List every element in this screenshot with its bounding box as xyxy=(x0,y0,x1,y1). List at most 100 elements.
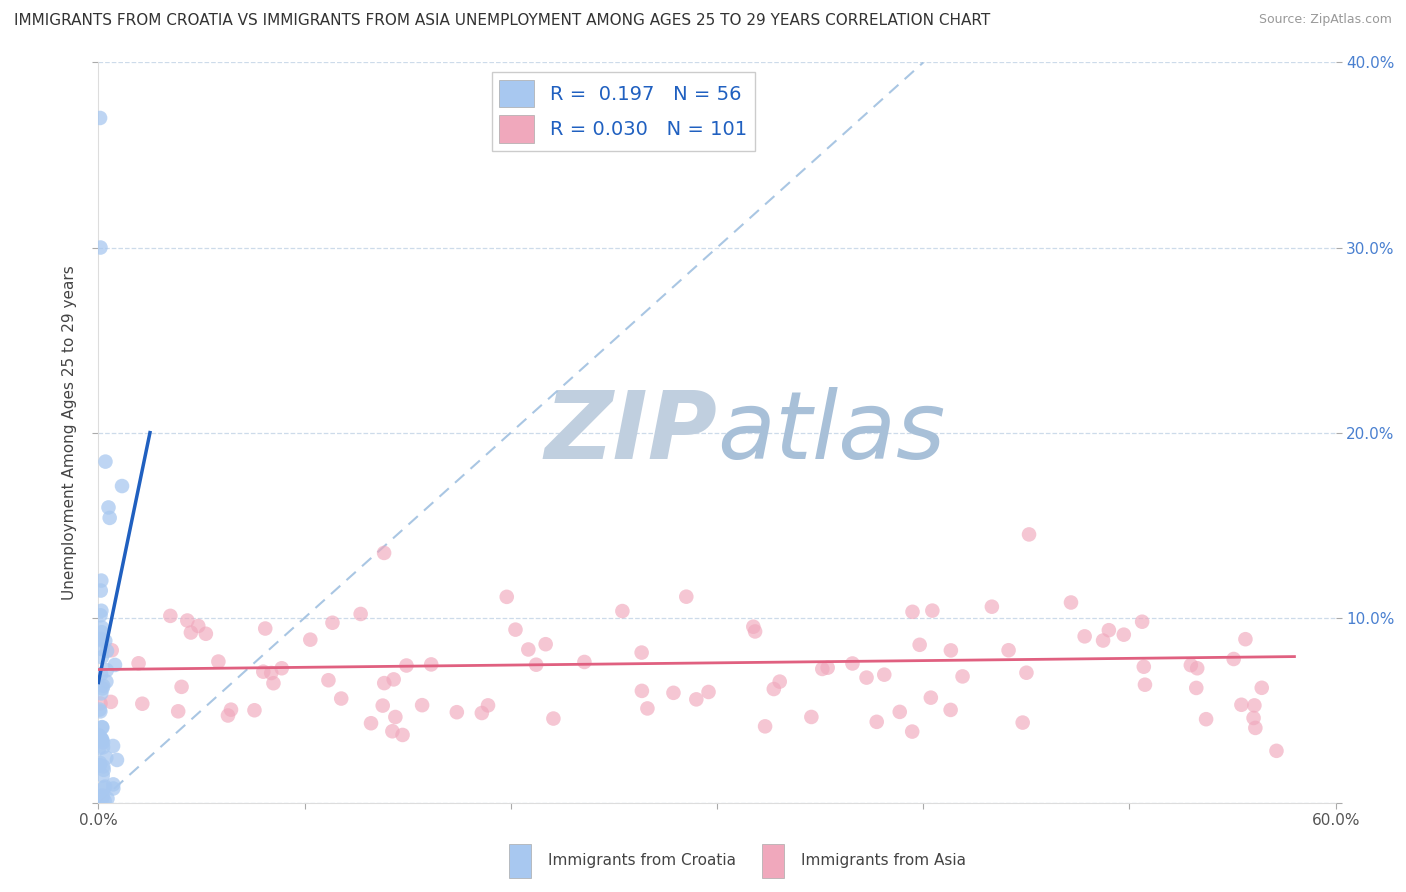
Point xyxy=(89,608,111,623)
Point xyxy=(111,479,134,493)
Text: IMMIGRANTS FROM CROATIA VS IMMIGRANTS FROM ASIA UNEMPLOYMENT AMONG AGES 25 TO 29: IMMIGRANTS FROM CROATIA VS IMMIGRANTS FR… xyxy=(14,13,990,29)
Point xyxy=(373,676,395,690)
Point xyxy=(908,638,931,652)
Point xyxy=(105,753,128,767)
Point xyxy=(873,667,896,681)
Point xyxy=(87,789,110,804)
Point xyxy=(100,643,122,657)
Point xyxy=(180,625,202,640)
Point xyxy=(89,705,111,719)
Point xyxy=(1230,698,1253,712)
Point xyxy=(89,240,111,255)
Point xyxy=(318,673,340,688)
Point xyxy=(1018,527,1040,541)
Point xyxy=(91,735,114,749)
Point xyxy=(742,620,765,634)
Point xyxy=(1011,715,1033,730)
Point xyxy=(87,731,110,745)
Point xyxy=(260,665,283,680)
Point xyxy=(87,728,110,742)
Point xyxy=(382,673,405,687)
Point xyxy=(128,657,150,671)
Point xyxy=(90,625,112,640)
Point xyxy=(841,657,863,671)
Point xyxy=(170,680,193,694)
Point xyxy=(187,619,209,633)
Point xyxy=(1073,629,1095,643)
Point xyxy=(91,740,114,755)
Text: Immigrants from Asia: Immigrants from Asia xyxy=(801,854,966,868)
Point xyxy=(1112,628,1135,642)
Point xyxy=(636,701,658,715)
Point xyxy=(252,665,274,679)
Point xyxy=(1243,711,1265,725)
Point xyxy=(89,756,111,770)
Point xyxy=(94,633,117,648)
Point xyxy=(94,455,117,469)
Point xyxy=(90,632,112,646)
Point xyxy=(1265,744,1288,758)
Point xyxy=(90,574,112,588)
Point xyxy=(89,741,111,756)
Point xyxy=(543,712,565,726)
Point xyxy=(675,590,697,604)
Text: Immigrants from Croatia: Immigrants from Croatia xyxy=(548,854,737,868)
Point xyxy=(91,789,114,803)
Point xyxy=(420,657,443,672)
Point xyxy=(90,650,112,665)
Point xyxy=(997,643,1019,657)
Point xyxy=(1133,659,1156,673)
Point xyxy=(1015,665,1038,680)
Point xyxy=(243,703,266,717)
Point xyxy=(800,710,823,724)
Point xyxy=(952,669,974,683)
Legend: R =  0.197   N = 56, R = 0.030   N = 101: R = 0.197 N = 56, R = 0.030 N = 101 xyxy=(492,72,755,151)
Point xyxy=(93,780,115,795)
Point xyxy=(1180,658,1202,673)
Point xyxy=(89,733,111,747)
Point xyxy=(901,724,924,739)
Point xyxy=(131,697,153,711)
Point xyxy=(901,605,924,619)
Point xyxy=(270,661,292,675)
Point xyxy=(360,716,382,731)
Point xyxy=(939,703,962,717)
Point xyxy=(811,662,834,676)
Point xyxy=(534,637,557,651)
Point xyxy=(855,671,877,685)
Point xyxy=(524,657,547,672)
Point xyxy=(90,621,112,635)
Point xyxy=(96,644,118,658)
Point xyxy=(91,720,114,734)
Point xyxy=(980,599,1002,614)
Point xyxy=(96,791,118,805)
Point xyxy=(93,763,115,777)
Point xyxy=(90,686,112,700)
Point xyxy=(90,667,112,681)
Point xyxy=(219,703,242,717)
Point xyxy=(762,681,785,696)
Point xyxy=(1243,698,1265,713)
Point xyxy=(96,674,118,689)
Point xyxy=(90,583,112,598)
Point xyxy=(744,624,766,639)
Point xyxy=(612,604,634,618)
Point xyxy=(411,698,433,713)
Point xyxy=(96,663,118,677)
Point xyxy=(103,781,125,796)
Point xyxy=(817,661,839,675)
Point xyxy=(574,655,596,669)
Point xyxy=(662,686,685,700)
Point xyxy=(91,681,114,696)
Point xyxy=(391,728,413,742)
Point xyxy=(89,111,111,125)
Point xyxy=(176,614,198,628)
Point xyxy=(395,658,418,673)
Point xyxy=(101,739,124,753)
Point xyxy=(866,714,889,729)
Point xyxy=(91,633,114,648)
Point xyxy=(89,697,111,711)
Point xyxy=(91,721,114,735)
Point xyxy=(754,719,776,733)
Point xyxy=(921,604,943,618)
